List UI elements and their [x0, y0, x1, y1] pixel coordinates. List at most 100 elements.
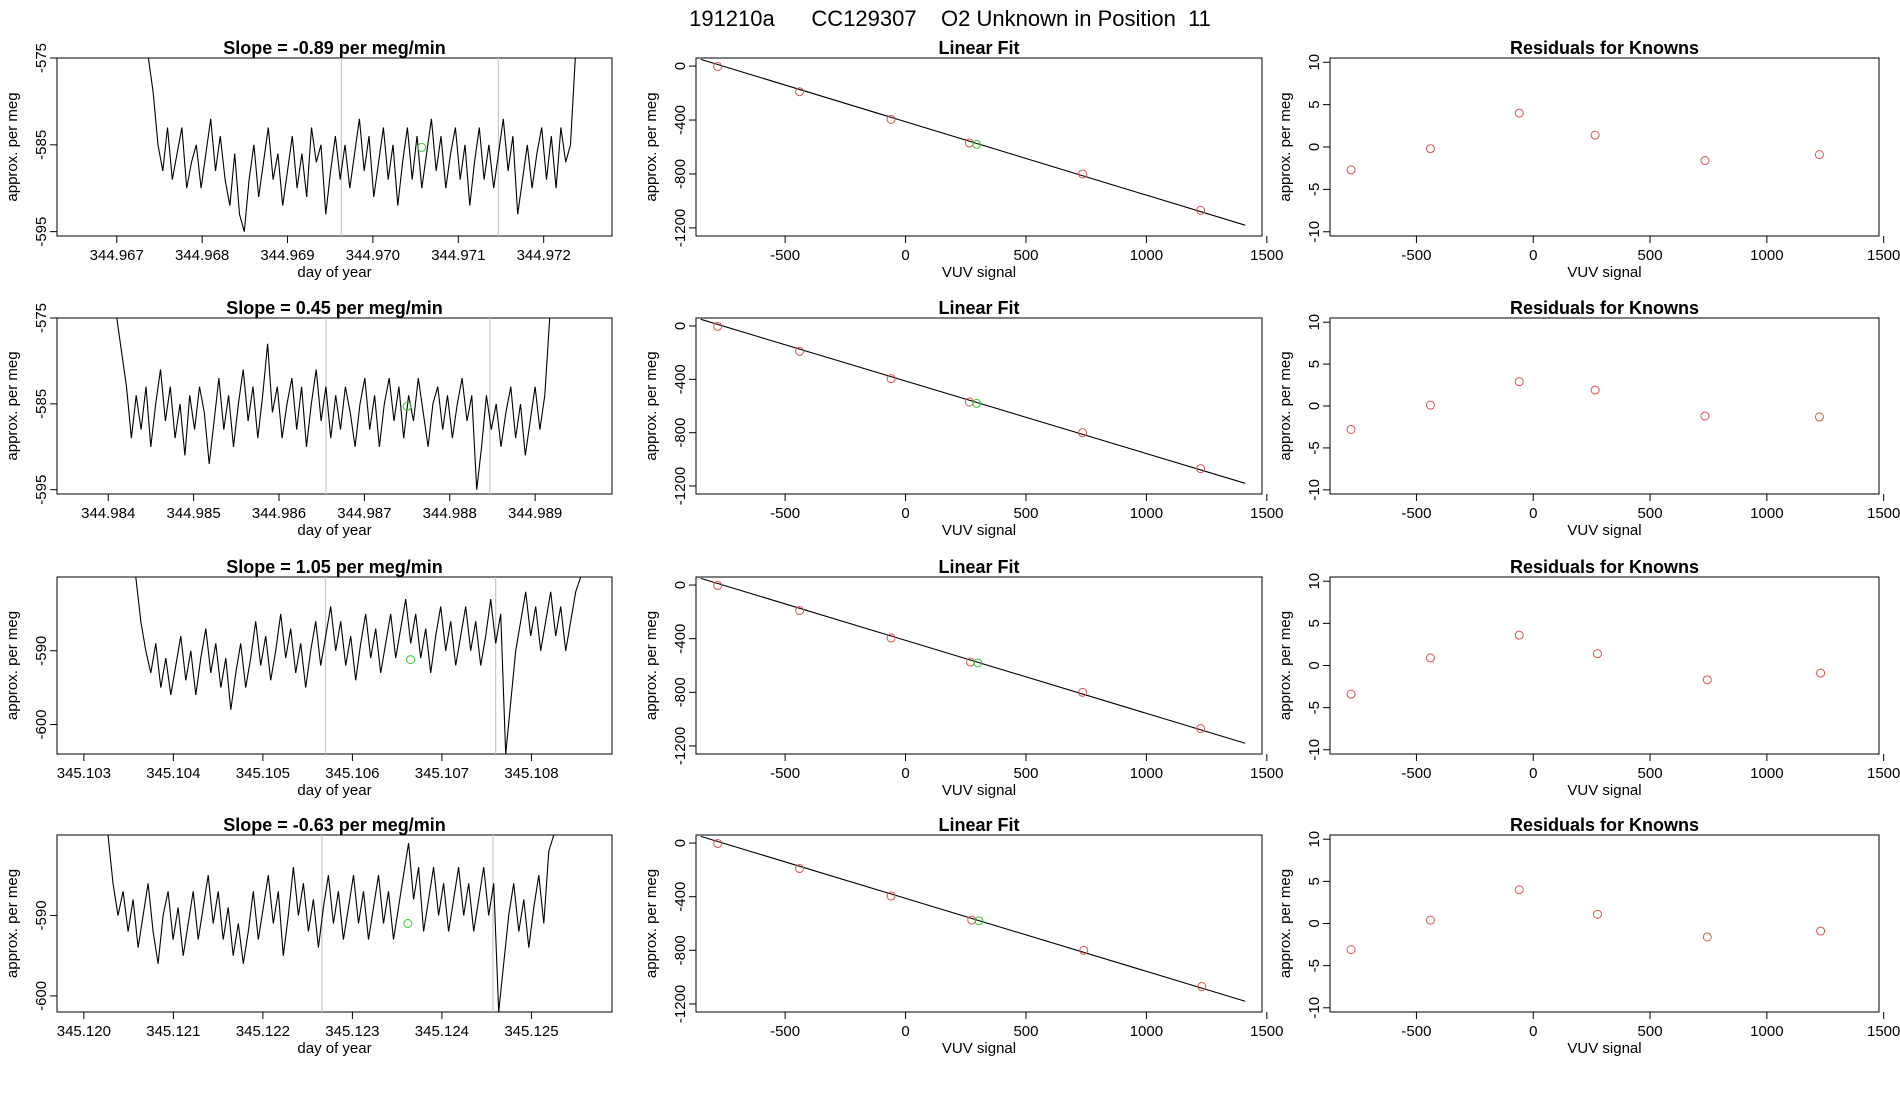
- known-point: [1346, 165, 1356, 175]
- known-point: [1592, 649, 1602, 659]
- plot-title: Slope = 0.45 per meg/min: [226, 298, 443, 318]
- known-point: [1425, 915, 1435, 925]
- x-tick-label: 344.969: [260, 247, 314, 264]
- series-line: [116, 318, 551, 490]
- y-tick-label: 0: [1306, 402, 1323, 410]
- known-point: [1425, 653, 1435, 663]
- x-tick-label: -500: [770, 765, 800, 782]
- y-tick-label: 0: [1306, 919, 1323, 927]
- y-tick-label: -800: [672, 418, 689, 448]
- x-tick-label: -500: [1401, 1023, 1431, 1040]
- unknown-point: [402, 401, 412, 411]
- y-tick-label: -1200: [672, 985, 689, 1023]
- y-axis-label: approx. per meg: [643, 611, 660, 720]
- x-tick-label: 344.989: [508, 505, 562, 522]
- x-axis-label: VUV signal: [1567, 782, 1641, 799]
- x-tick-label: 1500: [1250, 1023, 1283, 1040]
- y-axis-label: approx. per meg: [1277, 351, 1294, 460]
- y-tick-label: -1200: [672, 727, 689, 765]
- known-point: [1514, 108, 1524, 118]
- plot-area: [1346, 630, 1826, 699]
- y-axis-label: approx. per meg: [1277, 611, 1294, 720]
- x-tick-label: 345.106: [325, 765, 379, 782]
- known-point: [795, 606, 805, 616]
- known-point: [1196, 724, 1206, 734]
- plot-title: Linear Fit: [938, 815, 1019, 835]
- x-tick-label: 0: [1529, 765, 1537, 782]
- y-tick-label: -600: [33, 981, 50, 1011]
- known-point: [1346, 945, 1356, 955]
- plot-frame: [56, 576, 613, 755]
- known-point: [1346, 424, 1356, 434]
- x-tick-label: 345.121: [146, 1023, 200, 1040]
- plot-area: [700, 835, 1246, 1002]
- plot-frame: [695, 317, 1263, 495]
- known-point: [1079, 945, 1089, 955]
- x-tick-label: 344.987: [337, 505, 391, 522]
- x-axis-label: VUV signal: [1567, 522, 1641, 539]
- x-tick-label: 345.104: [146, 765, 200, 782]
- y-tick-label: 10: [1306, 573, 1323, 590]
- known-point: [1514, 630, 1524, 640]
- x-tick-label: 1000: [1130, 1023, 1163, 1040]
- x-tick-label: 345.108: [504, 765, 558, 782]
- unknown-point: [417, 142, 427, 152]
- x-tick-label: 344.972: [517, 247, 571, 264]
- fit-line: [700, 577, 1246, 744]
- plot-title: Linear Fit: [938, 557, 1019, 577]
- plot-frame: [695, 57, 1263, 237]
- y-tick-label: -400: [672, 624, 689, 654]
- known-point: [795, 87, 805, 97]
- y-axis-label: approx. per meg: [643, 92, 660, 201]
- x-tick-label: 500: [1013, 1023, 1038, 1040]
- x-axis-label: VUV signal: [942, 264, 1016, 281]
- y-tick-label: 0: [672, 322, 689, 330]
- y-axis-label: approx. per meg: [1277, 92, 1294, 201]
- panel-fit-row-2: Linear Fit -500 0 500 1000 1500 VUV signal 0 -40…: [643, 298, 1284, 539]
- known-point: [1078, 169, 1088, 179]
- x-tick-label: 1500: [1250, 247, 1283, 264]
- panel-residuals-row-1: Residuals for Knowns -500 0 500 1000 1500 VUV …: [1277, 38, 1900, 281]
- panel-residuals-row-2: Residuals for Knowns -500 0 500 1000 1500 VUV …: [1277, 298, 1900, 539]
- plot-frame: [56, 317, 613, 495]
- x-tick-label: 500: [1638, 505, 1663, 522]
- x-axis-label: day of year: [297, 264, 371, 281]
- series-line: [135, 577, 582, 754]
- x-tick-label: 0: [901, 247, 909, 264]
- x-axis-label: day of year: [297, 1040, 371, 1057]
- known-point: [886, 891, 896, 901]
- x-tick-label: 1000: [1750, 1023, 1783, 1040]
- panel-residuals-row-4: Residuals for Knowns -500 0 500 1000 1500 VUV …: [1277, 815, 1900, 1057]
- x-axis-label: VUV signal: [942, 782, 1016, 799]
- y-tick-label: -585: [33, 389, 50, 419]
- known-point: [1078, 687, 1088, 697]
- x-tick-label: 1000: [1750, 247, 1783, 264]
- x-tick-label: -500: [1401, 765, 1431, 782]
- y-tick-label: -590: [33, 636, 50, 666]
- plot-title: Slope = 1.05 per meg/min: [226, 557, 443, 577]
- plot-title: Slope = -0.89 per meg/min: [223, 38, 446, 58]
- y-tick-label: -575: [33, 303, 50, 333]
- x-tick-label: 345.103: [57, 765, 111, 782]
- x-tick-label: 344.985: [166, 505, 220, 522]
- plot-frame: [56, 57, 613, 237]
- x-tick-label: 0: [901, 505, 909, 522]
- unknown-point: [974, 916, 984, 926]
- known-point: [966, 657, 976, 667]
- known-point: [886, 114, 896, 124]
- page-title: 191210a CC129307 O2 Unknown in Position …: [689, 6, 1211, 31]
- x-tick-label: 344.986: [252, 505, 306, 522]
- y-tick-label: -1200: [672, 209, 689, 247]
- y-tick-label: 5: [1306, 100, 1323, 108]
- plot-title: Linear Fit: [938, 298, 1019, 318]
- y-axis-label: approx. per meg: [643, 869, 660, 978]
- x-axis-label: day of year: [297, 782, 371, 799]
- x-tick-label: 0: [1529, 247, 1537, 264]
- known-point: [1702, 932, 1712, 942]
- unknown-point: [972, 139, 982, 149]
- series-line: [107, 835, 555, 1012]
- x-tick-label: 345.124: [415, 1023, 469, 1040]
- x-tick-label: 500: [1638, 247, 1663, 264]
- known-point: [1702, 675, 1712, 685]
